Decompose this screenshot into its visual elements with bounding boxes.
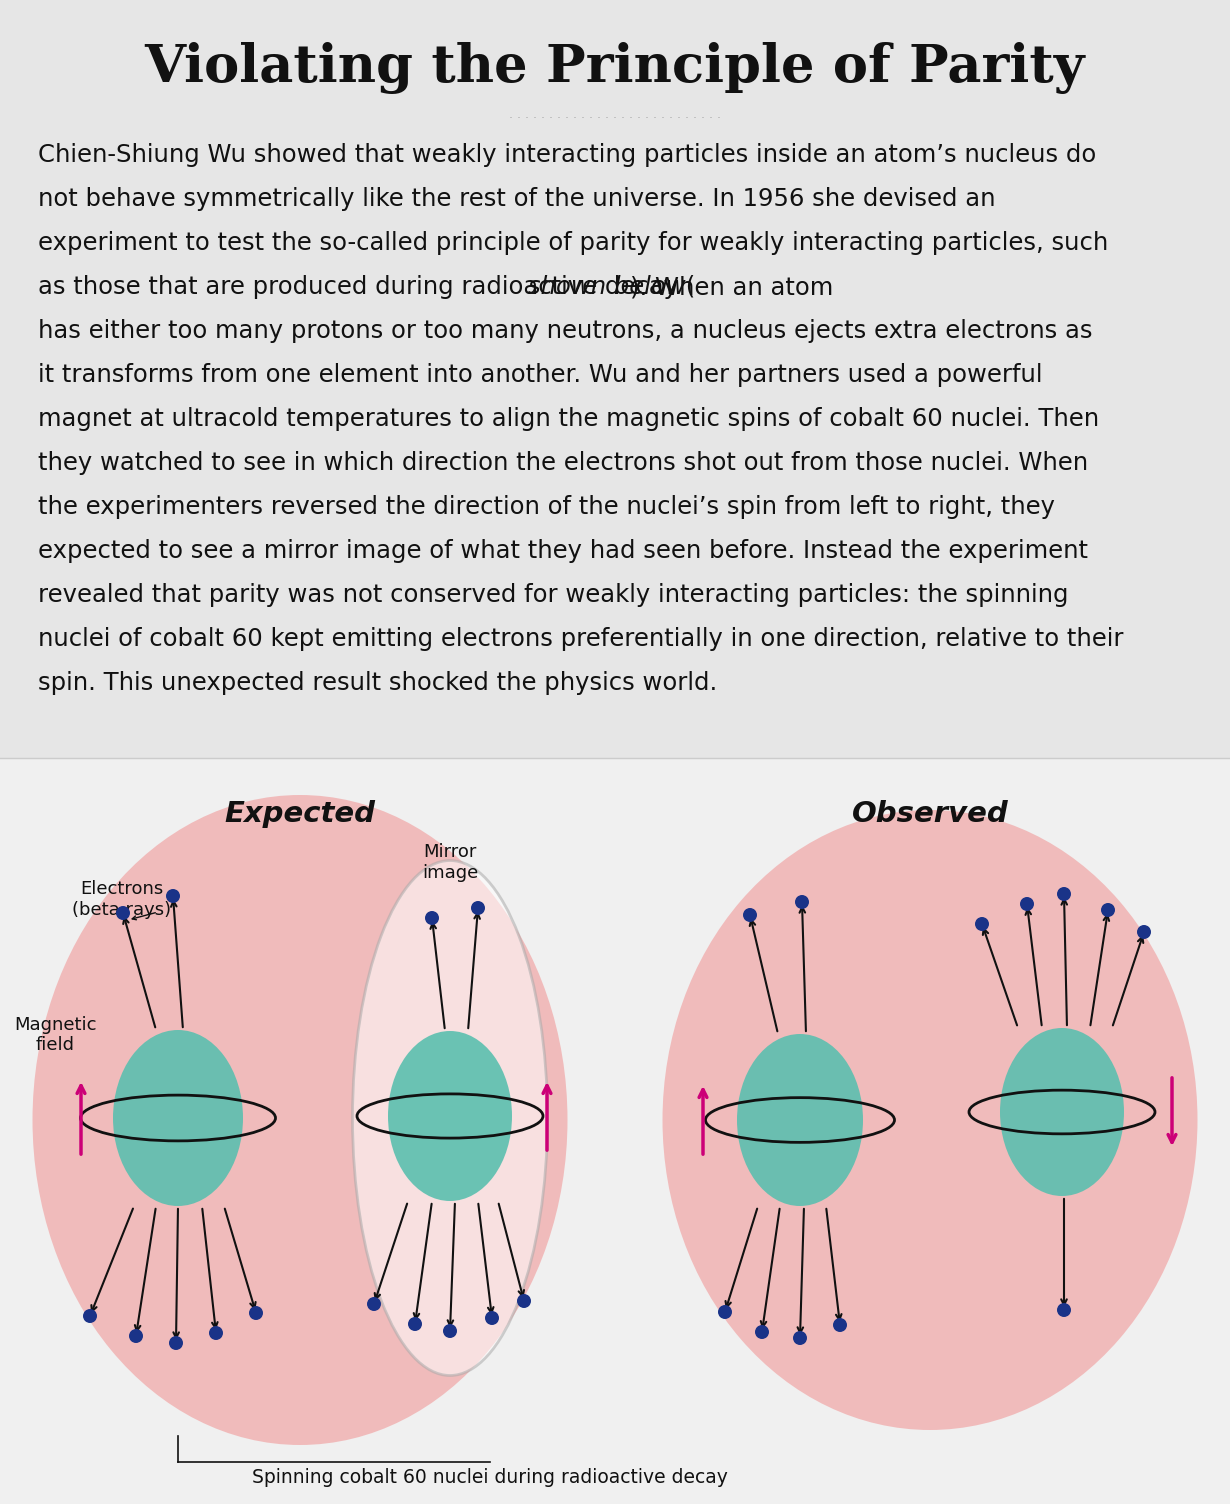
Ellipse shape (1000, 1029, 1124, 1196)
Text: Chien-Shiung Wu showed that weakly interacting particles inside an atom’s nucleu: Chien-Shiung Wu showed that weakly inter… (38, 143, 1096, 167)
Circle shape (795, 895, 809, 908)
Circle shape (1057, 1302, 1071, 1318)
Circle shape (1137, 925, 1151, 938)
Text: nuclei of cobalt 60 kept emitting electrons preferentially in one direction, rel: nuclei of cobalt 60 kept emitting electr… (38, 627, 1123, 651)
Circle shape (743, 908, 756, 922)
Circle shape (833, 1318, 847, 1333)
Text: as those that are produced during radioactive decay (: as those that are produced during radioa… (38, 275, 695, 299)
Circle shape (471, 901, 485, 914)
Ellipse shape (387, 1032, 512, 1202)
Text: has either too many protons or too many neutrons, a nucleus ejects extra electro: has either too many protons or too many … (38, 319, 1092, 343)
Text: Mirror
image: Mirror image (422, 844, 478, 881)
Text: . . . . . . . . . . . . . . . . . . . . . . . . . . .: . . . . . . . . . . . . . . . . . . . . … (509, 108, 721, 120)
Circle shape (1057, 887, 1071, 901)
Circle shape (517, 1293, 531, 1308)
Text: Violating the Principle of Parity: Violating the Principle of Parity (145, 42, 1085, 93)
Ellipse shape (737, 1035, 863, 1206)
Text: not behave symmetrically like the rest of the universe. In 1956 she devised an: not behave symmetrically like the rest o… (38, 186, 995, 211)
Circle shape (426, 911, 439, 925)
Circle shape (1101, 902, 1116, 917)
Ellipse shape (113, 1030, 244, 1206)
Text: magnet at ultracold temperatures to align the magnetic spins of cobalt 60 nuclei: magnet at ultracold temperatures to alig… (38, 408, 1100, 432)
Circle shape (755, 1325, 769, 1339)
Ellipse shape (353, 860, 547, 1376)
Text: it transforms from one element into another. Wu and her partners used a powerful: it transforms from one element into anot… (38, 362, 1043, 387)
Circle shape (718, 1305, 732, 1319)
Circle shape (1020, 896, 1034, 911)
Bar (0, 0, 1230, 758)
Circle shape (975, 917, 989, 931)
Text: Observed: Observed (851, 800, 1009, 829)
Bar (0, 758, 1230, 1504)
Circle shape (116, 905, 130, 920)
Circle shape (485, 1311, 499, 1325)
Circle shape (82, 1308, 97, 1324)
Circle shape (367, 1296, 381, 1311)
Text: spin. This unexpected result shocked the physics world.: spin. This unexpected result shocked the… (38, 671, 717, 695)
Text: experiment to test the so-called principle of parity for weakly interacting part: experiment to test the so-called princip… (38, 232, 1108, 256)
Circle shape (169, 1336, 183, 1351)
Text: Electrons
(beta rays): Electrons (beta rays) (73, 880, 171, 919)
Ellipse shape (32, 796, 567, 1445)
Text: Magnetic
field: Magnetic field (14, 1015, 96, 1054)
Text: shown below: shown below (528, 275, 686, 299)
Text: revealed that parity was not conserved for weakly interacting particles: the spi: revealed that parity was not conserved f… (38, 584, 1069, 608)
Text: ). When an atom: ). When an atom (630, 275, 833, 299)
Text: the experimenters reversed the direction of the nuclei’s spin from left to right: the experimenters reversed the direction… (38, 495, 1055, 519)
Text: Spinning cobalt 60 nuclei during radioactive decay: Spinning cobalt 60 nuclei during radioac… (252, 1468, 728, 1487)
Ellipse shape (663, 811, 1198, 1430)
Circle shape (129, 1330, 143, 1343)
Text: Expected: Expected (225, 800, 375, 829)
Circle shape (166, 889, 180, 902)
Circle shape (248, 1305, 263, 1321)
Circle shape (209, 1327, 223, 1340)
Circle shape (408, 1318, 422, 1331)
Circle shape (443, 1324, 458, 1339)
Circle shape (793, 1331, 807, 1345)
Text: expected to see a mirror image of what they had seen before. Instead the experim: expected to see a mirror image of what t… (38, 538, 1089, 562)
Text: they watched to see in which direction the electrons shot out from those nuclei.: they watched to see in which direction t… (38, 451, 1089, 475)
